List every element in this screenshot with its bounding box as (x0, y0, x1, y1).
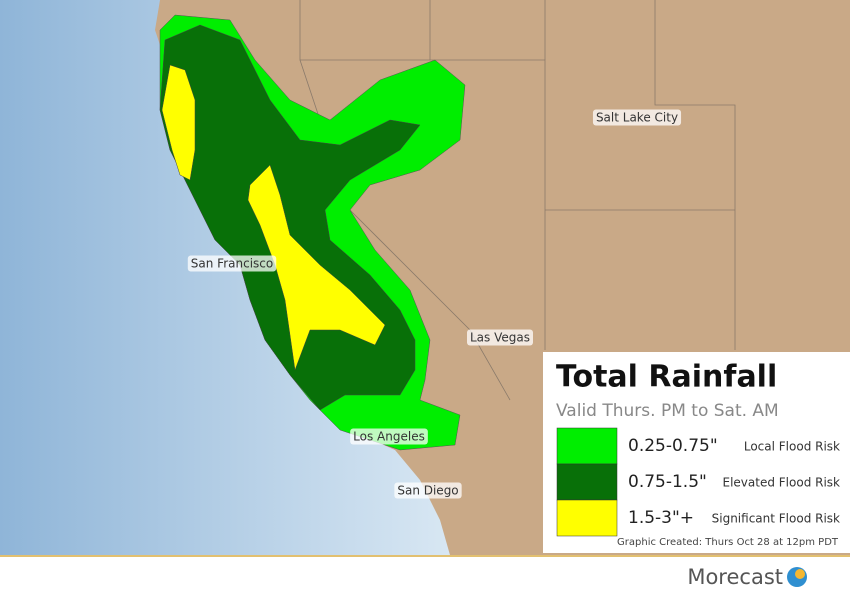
legend-note: Graphic Created: Thurs Oct 28 at 12pm PD… (617, 537, 839, 548)
ocean (0, 0, 450, 555)
legend-title: Total Rainfall (556, 360, 777, 395)
city-label-bg (592, 109, 682, 126)
legend-risk: Significant Flood Risk (712, 512, 840, 526)
zone-significant (247, 164, 386, 371)
legend-subtitle: Valid Thurs. PM to Sat. AM (556, 401, 779, 421)
city-label: Salt Lake City (596, 111, 678, 125)
legend-range: 0.75-1.5" (628, 472, 707, 492)
footer (0, 555, 850, 601)
legend-swatch (556, 427, 618, 465)
legend-risk: Elevated Flood Risk (723, 476, 841, 490)
city-label-bg (350, 428, 428, 445)
city-label: San Francisco (191, 257, 273, 271)
legend-range: 0.25-0.75" (628, 436, 718, 456)
city-label-bg (187, 255, 277, 272)
city-label: Las Vegas (470, 331, 530, 345)
city-labels: Salt Lake City San Francisco Las Vegas Los … (187, 109, 682, 499)
legend-swatch (556, 499, 618, 537)
legend-entries: 0.25-0.75" Local Flood Risk 0.75-1.5" Eleva… (556, 427, 841, 537)
city-label: Los Angeles (353, 430, 425, 444)
city-label: San Diego (397, 484, 458, 498)
legend-swatch (556, 463, 618, 501)
legend-range: 1.5-3"+ (628, 508, 694, 528)
city-label-bg (467, 329, 533, 346)
brand-icon-sun (795, 569, 805, 579)
zone-significant (161, 64, 196, 181)
brand: Morecast (687, 565, 783, 589)
legend-risk: Local Flood Risk (744, 440, 840, 454)
city-label-bg (394, 482, 462, 499)
